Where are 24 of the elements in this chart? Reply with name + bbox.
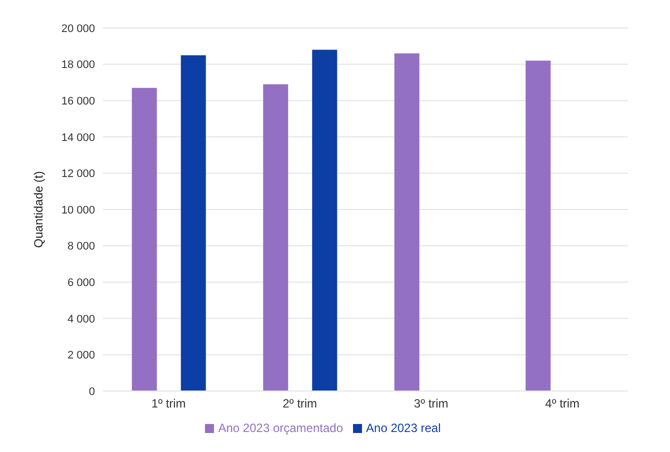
y-tick-label: 18 000: [61, 59, 95, 72]
bar: [132, 88, 157, 391]
bar: [526, 60, 551, 391]
x-tick-label: 4º trim: [545, 396, 580, 411]
y-tick-label: 20 000: [61, 22, 95, 35]
y-tick-label: 14 000: [61, 132, 95, 144]
y-tick-label: 4 000: [67, 313, 95, 326]
bar: [263, 84, 288, 391]
x-tick-label: 2º trim: [282, 396, 318, 411]
legend-label: Ano 2023 orçamentado: [218, 421, 344, 435]
x-tick-label: 1º trim: [151, 396, 186, 411]
y-tick-label: 0: [88, 386, 95, 398]
y-tick-label: 10 000: [61, 204, 95, 216]
legend-label: Ano 2023 real: [366, 421, 441, 435]
y-tick-label: 16 000: [61, 96, 95, 108]
y-axis-title: Quantidade (t): [31, 171, 46, 248]
y-tick-label: 6 000: [67, 277, 95, 290]
bar: [312, 50, 338, 391]
bar: [180, 55, 206, 391]
y-tick-label: 2 000: [67, 350, 95, 362]
y-tick-label: 12 000: [61, 168, 95, 180]
y-tick-label: 8 000: [67, 240, 95, 253]
bar: [394, 53, 420, 391]
x-tick-label: 3º trim: [414, 396, 448, 411]
